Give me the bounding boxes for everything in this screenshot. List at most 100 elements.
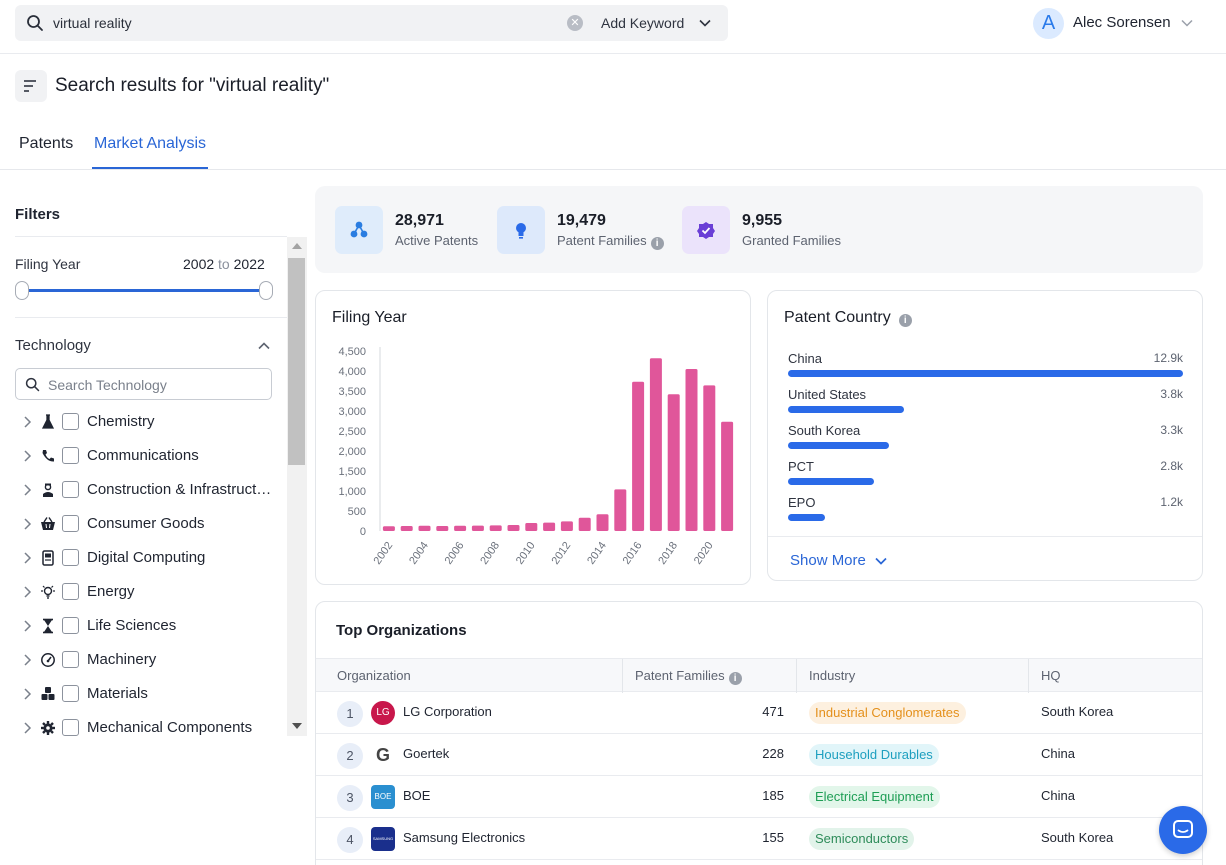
info-icon[interactable]: i — [728, 672, 742, 685]
chevron-right-icon[interactable] — [22, 415, 32, 429]
technology-checkbox[interactable] — [62, 617, 79, 634]
technology-item[interactable]: Materials — [0, 678, 285, 712]
avatar[interactable]: A — [1033, 8, 1064, 39]
technology-item-label[interactable]: Digital Computing — [87, 549, 206, 566]
chevron-right-icon[interactable] — [22, 551, 32, 565]
technology-label[interactable]: Technology — [15, 337, 91, 354]
bar-2020[interactable] — [703, 385, 716, 531]
chevron-down-icon[interactable] — [698, 16, 712, 30]
bar-2003[interactable] — [400, 526, 413, 531]
bar-2017[interactable] — [649, 358, 662, 531]
technology-item-label[interactable]: Construction & Infrastructure — [87, 481, 275, 498]
user-name[interactable]: Alec Sorensen — [1073, 14, 1171, 31]
technology-item-label[interactable]: Communications — [87, 447, 199, 464]
chat-support-button[interactable] — [1159, 806, 1207, 854]
chevron-down-icon[interactable] — [874, 554, 888, 568]
bar-2004[interactable] — [418, 525, 431, 531]
bar-2005[interactable] — [436, 526, 449, 531]
organization-name[interactable]: Goertek — [403, 746, 450, 761]
bar-2015[interactable] — [614, 489, 627, 531]
technology-item[interactable]: Communications — [0, 440, 285, 474]
header-patent-families[interactable]: Patent Families i — [635, 668, 742, 685]
chevron-right-icon[interactable] — [22, 721, 32, 735]
chevron-right-icon[interactable] — [22, 687, 32, 701]
chevron-right-icon[interactable] — [22, 517, 32, 531]
table-row[interactable]: 4 SAMSUNG Samsung Electronics 155 Semiconduc… — [316, 818, 1202, 860]
filing-year-slider-min-handle[interactable] — [15, 281, 29, 300]
technology-item-label[interactable]: Consumer Goods — [87, 515, 205, 532]
technology-checkbox[interactable] — [62, 583, 79, 600]
technology-item[interactable]: Digital Computing — [0, 542, 285, 576]
bar-2010[interactable] — [525, 523, 538, 531]
technology-item[interactable]: Mechanical Components — [0, 712, 285, 746]
country-row[interactable]: EPO 1.2k — [788, 495, 1183, 525]
technology-item-label[interactable]: Machinery — [87, 651, 157, 668]
country-row[interactable]: PCT 2.8k — [788, 459, 1183, 489]
technology-item[interactable]: Consumer Goods — [0, 508, 285, 542]
technology-checkbox[interactable] — [62, 685, 79, 702]
chevron-right-icon[interactable] — [22, 619, 32, 633]
add-keyword-button[interactable]: Add Keyword — [601, 15, 685, 31]
keyword-search-box[interactable]: virtual reality ✕ Add Keyword — [15, 5, 728, 41]
tab-market-analysis[interactable]: Market Analysis — [94, 135, 207, 152]
country-row[interactable]: United States 3.8k — [788, 387, 1183, 417]
technology-item[interactable]: Life Sciences — [0, 610, 285, 644]
country-row[interactable]: South Korea 3.3k — [788, 423, 1183, 453]
technology-item-label[interactable]: Energy — [87, 583, 135, 600]
technology-checkbox[interactable] — [62, 413, 79, 430]
chevron-right-icon[interactable] — [22, 585, 32, 599]
header-industry[interactable]: Industry — [809, 668, 856, 683]
clear-search-icon[interactable]: ✕ — [567, 15, 583, 31]
bar-2013[interactable] — [578, 517, 591, 531]
info-icon[interactable]: i — [650, 237, 664, 250]
header-organization[interactable]: Organization — [337, 668, 411, 683]
organization-name[interactable]: BOE — [403, 788, 431, 803]
scroll-down-arrow[interactable] — [292, 723, 302, 729]
tab-patents[interactable]: Patents — [19, 135, 74, 152]
chevron-right-icon[interactable] — [22, 449, 32, 463]
bar-2011[interactable] — [543, 522, 556, 531]
search-query-text[interactable]: virtual reality — [53, 15, 132, 31]
filing-year-slider-track[interactable] — [22, 289, 266, 292]
bar-2007[interactable] — [471, 525, 484, 531]
show-more-button[interactable]: Show More — [790, 552, 866, 569]
chevron-right-icon[interactable] — [22, 653, 32, 667]
technology-checkbox[interactable] — [62, 447, 79, 464]
technology-search-input[interactable] — [48, 375, 263, 395]
bar-2021[interactable] — [721, 421, 734, 531]
bar-2008[interactable] — [489, 525, 502, 531]
technology-item-label[interactable]: Chemistry — [87, 413, 155, 430]
technology-item[interactable]: Energy — [0, 576, 285, 610]
bar-2016[interactable] — [632, 381, 645, 531]
bar-2002[interactable] — [382, 526, 395, 531]
table-row[interactable]: 3 BOE BOE 185 Electrical Equipment China — [316, 776, 1202, 818]
technology-checkbox[interactable] — [62, 481, 79, 498]
scroll-up-arrow[interactable] — [292, 243, 302, 249]
chevron-down-icon[interactable] — [1180, 16, 1194, 30]
bar-2006[interactable] — [454, 525, 467, 531]
filter-toggle-button[interactable] — [15, 70, 47, 102]
technology-item-label[interactable]: Life Sciences — [87, 617, 177, 634]
technology-item[interactable]: Machinery — [0, 644, 285, 678]
organization-name[interactable]: Samsung Electronics — [403, 830, 526, 845]
bar-2018[interactable] — [667, 394, 680, 531]
technology-checkbox[interactable] — [62, 515, 79, 532]
organization-name[interactable]: LG Corporation — [403, 704, 492, 719]
sidebar-scrollbar[interactable] — [287, 237, 307, 736]
country-row[interactable]: China 12.9k — [788, 351, 1183, 381]
chevron-up-icon[interactable] — [257, 339, 271, 353]
technology-checkbox[interactable] — [62, 549, 79, 566]
scrollbar-thumb[interactable] — [288, 258, 305, 465]
chevron-right-icon[interactable] — [22, 483, 32, 497]
header-hq[interactable]: HQ — [1041, 668, 1061, 683]
technology-checkbox[interactable] — [62, 719, 79, 736]
technology-item-label[interactable]: Mechanical Components — [87, 719, 253, 736]
technology-item-label[interactable]: Materials — [87, 685, 148, 702]
bar-2009[interactable] — [507, 525, 520, 531]
bar-2012[interactable] — [560, 521, 573, 531]
table-row[interactable]: 1 LG LG Corporation 471 Industrial Conglomer… — [316, 692, 1202, 734]
bar-2014[interactable] — [596, 514, 609, 531]
technology-search-box[interactable] — [15, 368, 272, 400]
table-row[interactable]: 2 G Goertek 228 Household Durables China — [316, 734, 1202, 776]
info-icon[interactable]: i — [898, 314, 912, 327]
